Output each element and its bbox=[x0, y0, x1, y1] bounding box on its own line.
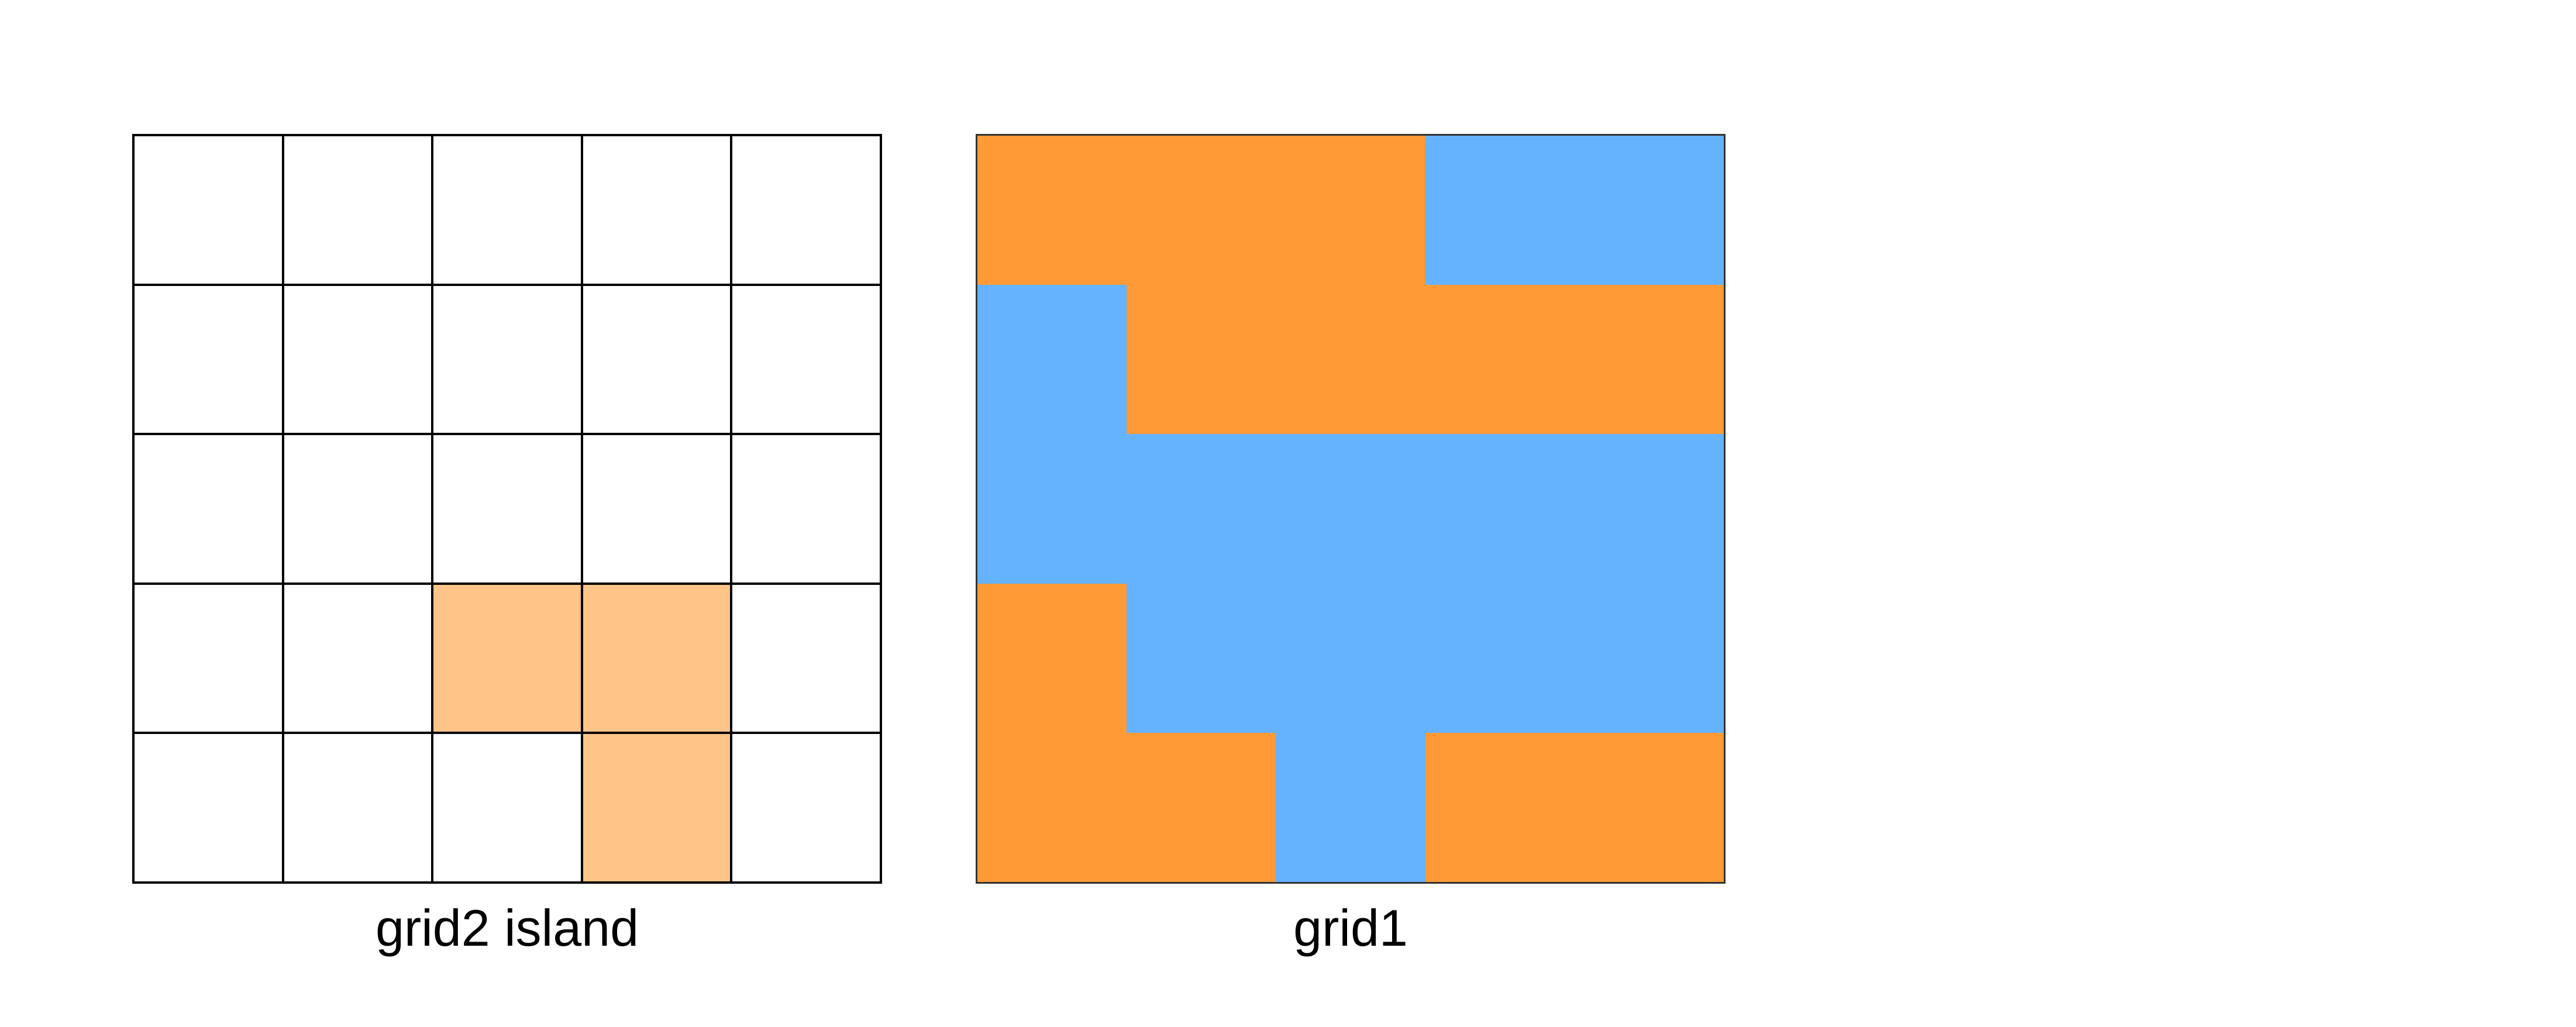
grid1-cell-r1-c4 bbox=[1574, 285, 1724, 435]
grid2-cell-r4-c1 bbox=[284, 734, 434, 884]
grid2-cell-r3-c2 bbox=[433, 584, 583, 735]
grid2-cell-r0-c3 bbox=[583, 136, 733, 286]
grid2-cell-r2-c4 bbox=[732, 435, 882, 585]
grid2-cell-r0-c2 bbox=[433, 136, 583, 286]
grid2-cell-r2-c3 bbox=[583, 435, 733, 585]
grid1-cell-r4-c2 bbox=[1276, 732, 1425, 882]
grid2-cell-r1-c0 bbox=[135, 285, 284, 436]
grid1-cell-r2-c2 bbox=[1276, 434, 1425, 584]
grid2-cell-r1-c4 bbox=[732, 285, 882, 436]
grid1-grid bbox=[976, 134, 1726, 884]
grid2-cell-r4-c4 bbox=[732, 734, 882, 884]
grid1-cell-r3-c4 bbox=[1574, 583, 1724, 733]
grid2-cell-r0-c0 bbox=[135, 136, 284, 286]
grid1-cell-r4-c4 bbox=[1574, 732, 1724, 882]
grid2-cell-r1-c3 bbox=[583, 285, 733, 436]
grid1-cell-r3-c2 bbox=[1276, 583, 1425, 733]
grid1-cell-r0-c2 bbox=[1276, 136, 1425, 285]
grid2-cell-r2-c0 bbox=[135, 435, 284, 585]
grid2-caption: grid2 island bbox=[375, 899, 639, 957]
grid1-cell-r2-c4 bbox=[1574, 434, 1724, 584]
grid1-cell-r0-c3 bbox=[1425, 136, 1575, 285]
grid1-cell-r0-c0 bbox=[977, 136, 1127, 285]
grid1-cell-r4-c0 bbox=[977, 732, 1127, 882]
grid2-cell-r4-c3 bbox=[583, 734, 733, 884]
grid2-cell-r2-c1 bbox=[284, 435, 434, 585]
grid2-cell-r3-c3 bbox=[583, 584, 733, 735]
grid1-cell-r4-c3 bbox=[1425, 732, 1575, 882]
grid2-island-grid bbox=[132, 134, 882, 884]
grid2-cell-r4-c2 bbox=[433, 734, 583, 884]
grid2-cell-r0-c4 bbox=[732, 136, 882, 286]
grid1-cell-r2-c3 bbox=[1425, 434, 1575, 584]
grid1-cell-r1-c1 bbox=[1127, 285, 1276, 435]
grid1-cell-r1-c0 bbox=[977, 285, 1127, 435]
grid2-cell-r3-c0 bbox=[135, 584, 284, 735]
grid2-cell-r2-c2 bbox=[433, 435, 583, 585]
grid1-cell-r2-c0 bbox=[977, 434, 1127, 584]
grid1-cell-r3-c0 bbox=[977, 583, 1127, 733]
grid1-cell-r2-c1 bbox=[1127, 434, 1276, 584]
grid1-cell-r3-c1 bbox=[1127, 583, 1276, 733]
grid2-cell-r1-c2 bbox=[433, 285, 583, 436]
grid2-cell-r3-c4 bbox=[732, 584, 882, 735]
grid1-cell-r4-c1 bbox=[1127, 732, 1276, 882]
grid1-cell-r1-c3 bbox=[1425, 285, 1575, 435]
grid1-cell-r1-c2 bbox=[1276, 285, 1425, 435]
grid1-cell-r0-c4 bbox=[1574, 136, 1724, 285]
grid2-cell-r4-c0 bbox=[135, 734, 284, 884]
grid1-cell-r0-c1 bbox=[1127, 136, 1276, 285]
grid2-cell-r3-c1 bbox=[284, 584, 434, 735]
grid1-cell-r3-c3 bbox=[1425, 583, 1575, 733]
grid2-cell-r0-c1 bbox=[284, 136, 434, 286]
grid2-cell-r1-c1 bbox=[284, 285, 434, 436]
grid1-caption: grid1 bbox=[1293, 899, 1408, 957]
